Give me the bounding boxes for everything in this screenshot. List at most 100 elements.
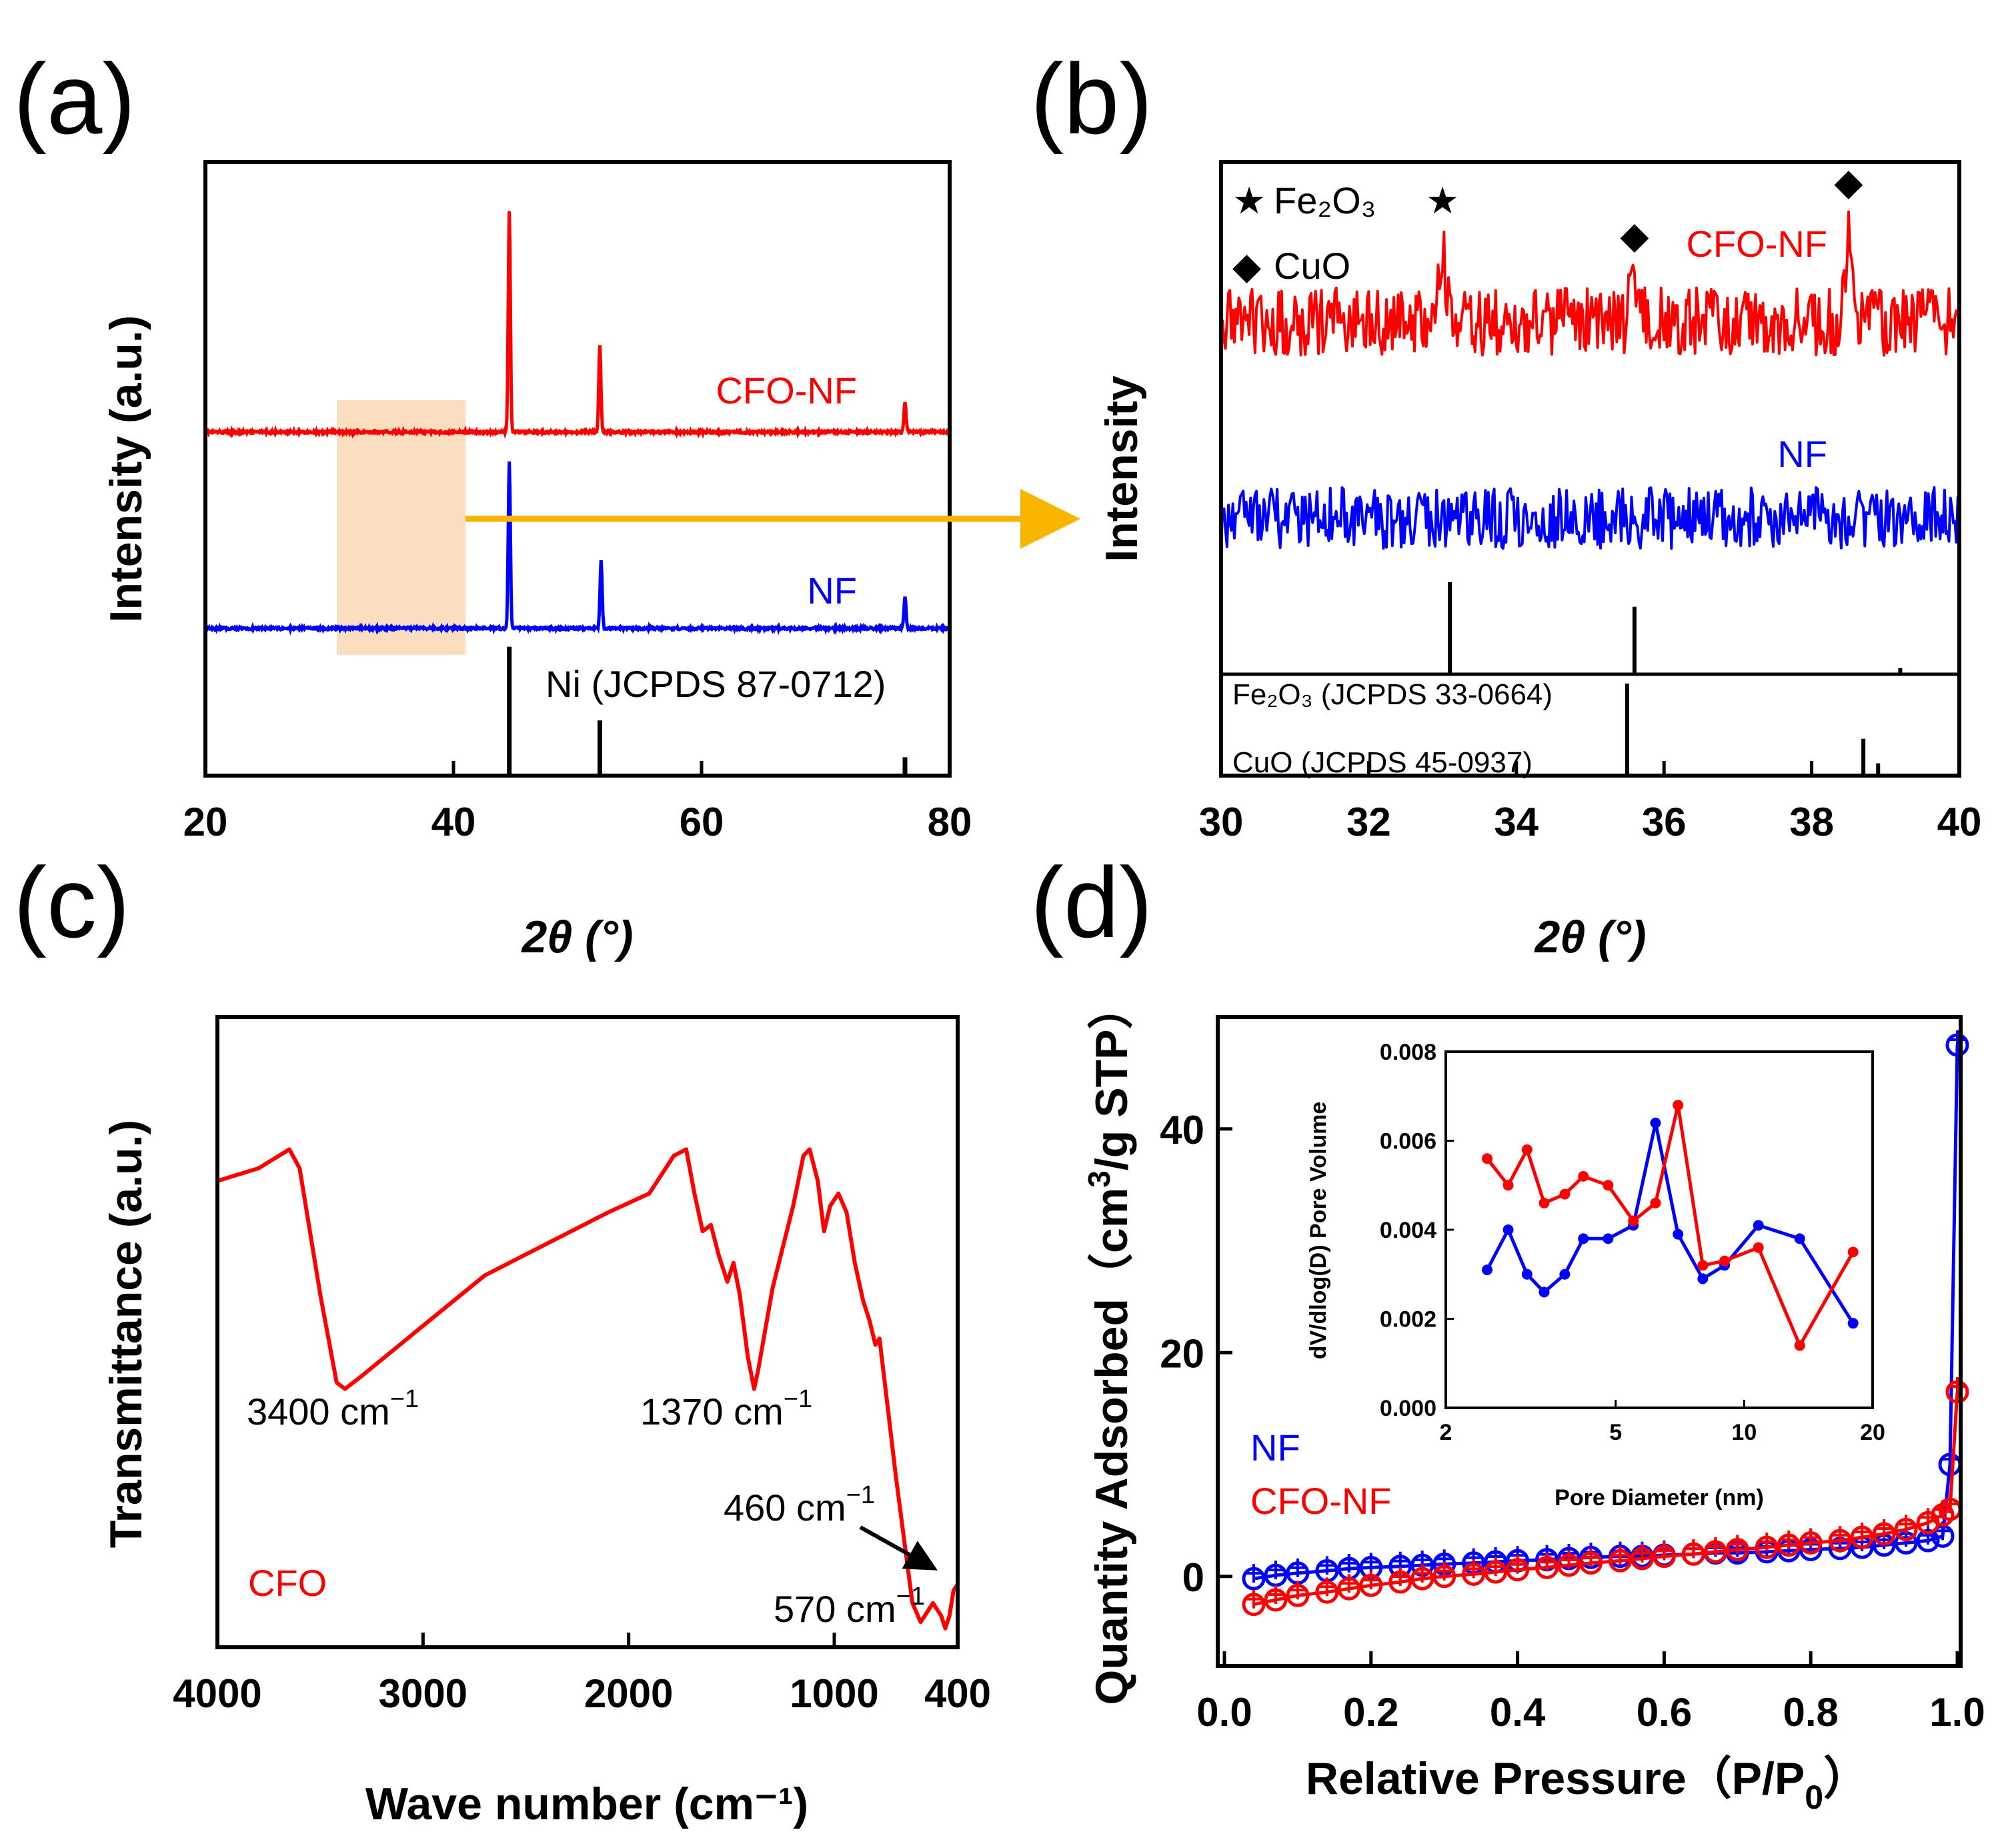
inset-x-tick-label: 20 [1860,1420,1885,1445]
star-marker: ★ [1426,179,1459,221]
inset-data-point [1503,1180,1514,1190]
inset-data-point [1673,1229,1683,1240]
inset-data-point [1482,1153,1492,1164]
legend-fe2o3: Fe₂O₃ [1274,179,1376,221]
annotation-1370: 1370 cm−1 [640,1385,812,1433]
inset-y-tick-label: 0.004 [1380,1218,1436,1243]
x-tick-label: 0.2 [1343,1690,1398,1735]
annotation-arrow [860,1527,924,1563]
reference-label-cuo: CuO (JCPDS 45-0937) [1232,746,1533,779]
y-tick-label: 40 [1160,1108,1204,1152]
x-tick-label: 32 [1346,800,1391,844]
inset-data-point [1503,1224,1514,1235]
inset-x-tick-label: 10 [1731,1420,1757,1445]
panel-c-label: (c) [13,846,130,958]
legend-cuo: CuO [1274,245,1350,287]
inset-chart: 2 5 10 20 0.000 0.002 0.004 0.006 0.008 Pore Dia… [1306,1040,1885,1511]
inset-data-point [1650,1198,1661,1208]
inset-data-point [1578,1233,1589,1244]
x-ticks: 4000 3000 2000 1000 400 [173,1633,991,1716]
x-ticks: 20 40 60 80 [183,761,972,844]
panel-c: (c) 4000 3000 2000 1000 400 3400 cm−1 1370 c… [13,846,991,1829]
inset-data-point [1848,1318,1859,1328]
inset-data-point [1539,1286,1549,1297]
panel-b-label: (b) [1030,43,1152,155]
inset-y-axis-label: dV/dlog(D) Pore Volume [1306,1102,1331,1360]
x-tick-label: 2000 [584,1671,673,1716]
inset-data-point [1673,1100,1683,1110]
inset-data-point [1482,1264,1492,1275]
x-tick-label: 30 [1199,800,1244,844]
x-tick-label: 34 [1494,800,1539,844]
series-label-nf: NF [1777,433,1827,475]
series-label-cfo-nf: CFO-NF [1686,223,1827,265]
inset-y-tick-label: 0.002 [1380,1307,1436,1332]
inset-data-point [1697,1273,1708,1284]
inset-x-tick-label: 5 [1609,1420,1622,1445]
inset-x-axis-label: Pore Diameter (nm) [1555,1485,1764,1511]
x-tick-label: 40 [1937,800,1982,844]
inset-data-point [1522,1144,1533,1155]
inset-data-point [1795,1233,1805,1244]
inset-y-tick-label: 0.008 [1380,1040,1436,1065]
inset-y-tick-label: 0.006 [1380,1129,1436,1154]
panel-a: (a) 20 40 60 80 CFO-NF NF Ni (JCPDS 87-0712… [13,43,972,962]
inset-data-point [1848,1246,1859,1257]
data-point-cross [1244,1590,1263,1609]
inset-data-point [1559,1269,1570,1280]
data-point-cross [1948,1030,1967,1049]
figure: (a) 20 40 60 80 CFO-NF NF Ni (JCPDS 87-0712… [0,0,2008,1848]
inset-data-point [1522,1269,1533,1280]
inset-data-point [1795,1340,1805,1351]
x-axis-label: 2θ (°) [1533,912,1646,962]
series-label-cfo-nf: CFO-NF [716,369,857,411]
legend-star-symbol: ★ [1232,179,1266,221]
panel-a-label: (a) [13,43,135,155]
x-tick-label: 0.4 [1490,1690,1546,1735]
x-axis-label: Wave number (cm⁻¹) [365,1779,808,1829]
inset-data-point [1578,1171,1589,1182]
series-label-nf: NF [807,570,857,612]
diamond-marker: ◆ [1834,161,1863,203]
inset-x-tick-label: 2 [1440,1420,1452,1445]
annotation-3400: 3400 cm−1 [247,1385,419,1433]
inset-data-point [1559,1189,1570,1200]
panel-d: (d) 0.0 0.2 0.4 0.6 0.8 1.0 0 20 40 NF CFO-NF 2 5… [1030,846,1985,1816]
y-tick-label: 0 [1182,1555,1204,1600]
legend-nf: NF [1250,1427,1300,1469]
x-tick-label: 38 [1789,800,1834,844]
inset-data-point [1753,1220,1764,1230]
reference-label-ni: Ni (JCPDS 87-0712) [546,663,886,705]
y-axis-label: Quantity Adsorbed（cm3/g STP） [1082,984,1137,1705]
y-tick-label: 20 [1160,1331,1204,1376]
data-point-cross [1941,1450,1959,1469]
legend-diamond-symbol: ◆ [1232,245,1261,287]
series-label-cfo: CFO [248,1562,327,1604]
legend-cfo-nf: CFO-NF [1250,1480,1392,1522]
inset-data-point [1628,1216,1639,1226]
x-tick-label: 36 [1642,800,1687,844]
reference-label-fe2o3: Fe₂O₃ (JCPDS 33-0664) [1232,678,1553,711]
x-tick-label: 4000 [173,1671,261,1716]
series-line-cfo [217,1149,958,1628]
x-tick-label: 1000 [790,1671,878,1716]
data-point-cross [1244,1564,1263,1583]
x-tick-label: 1.0 [1929,1690,1985,1735]
inset-data-point [1539,1198,1549,1208]
diamond-marker: ◆ [1620,214,1649,256]
annotation-570: 570 cm−1 [774,1583,925,1630]
x-axis-label: Relative Pressure（P/P0） [1306,1753,1869,1816]
x-tick-label: 60 [680,800,724,844]
x-tick-label: 80 [928,800,972,844]
y-axis-label: Transmittance (a.u.) [101,1120,151,1548]
series-line-nf [1221,488,1959,548]
x-tick-label: 0.0 [1196,1690,1252,1735]
x-tick-label: 20 [183,800,228,844]
y-axis-label: Intensity (a.u.) [101,315,151,623]
x-tick-label: 40 [431,800,476,844]
highlight-region [337,400,465,655]
x-tick-label: 0.8 [1783,1690,1838,1735]
inset-y-tick-label: 0.000 [1380,1396,1436,1421]
panel-d-label: (d) [1030,846,1152,958]
inset-data-point [1603,1233,1613,1244]
